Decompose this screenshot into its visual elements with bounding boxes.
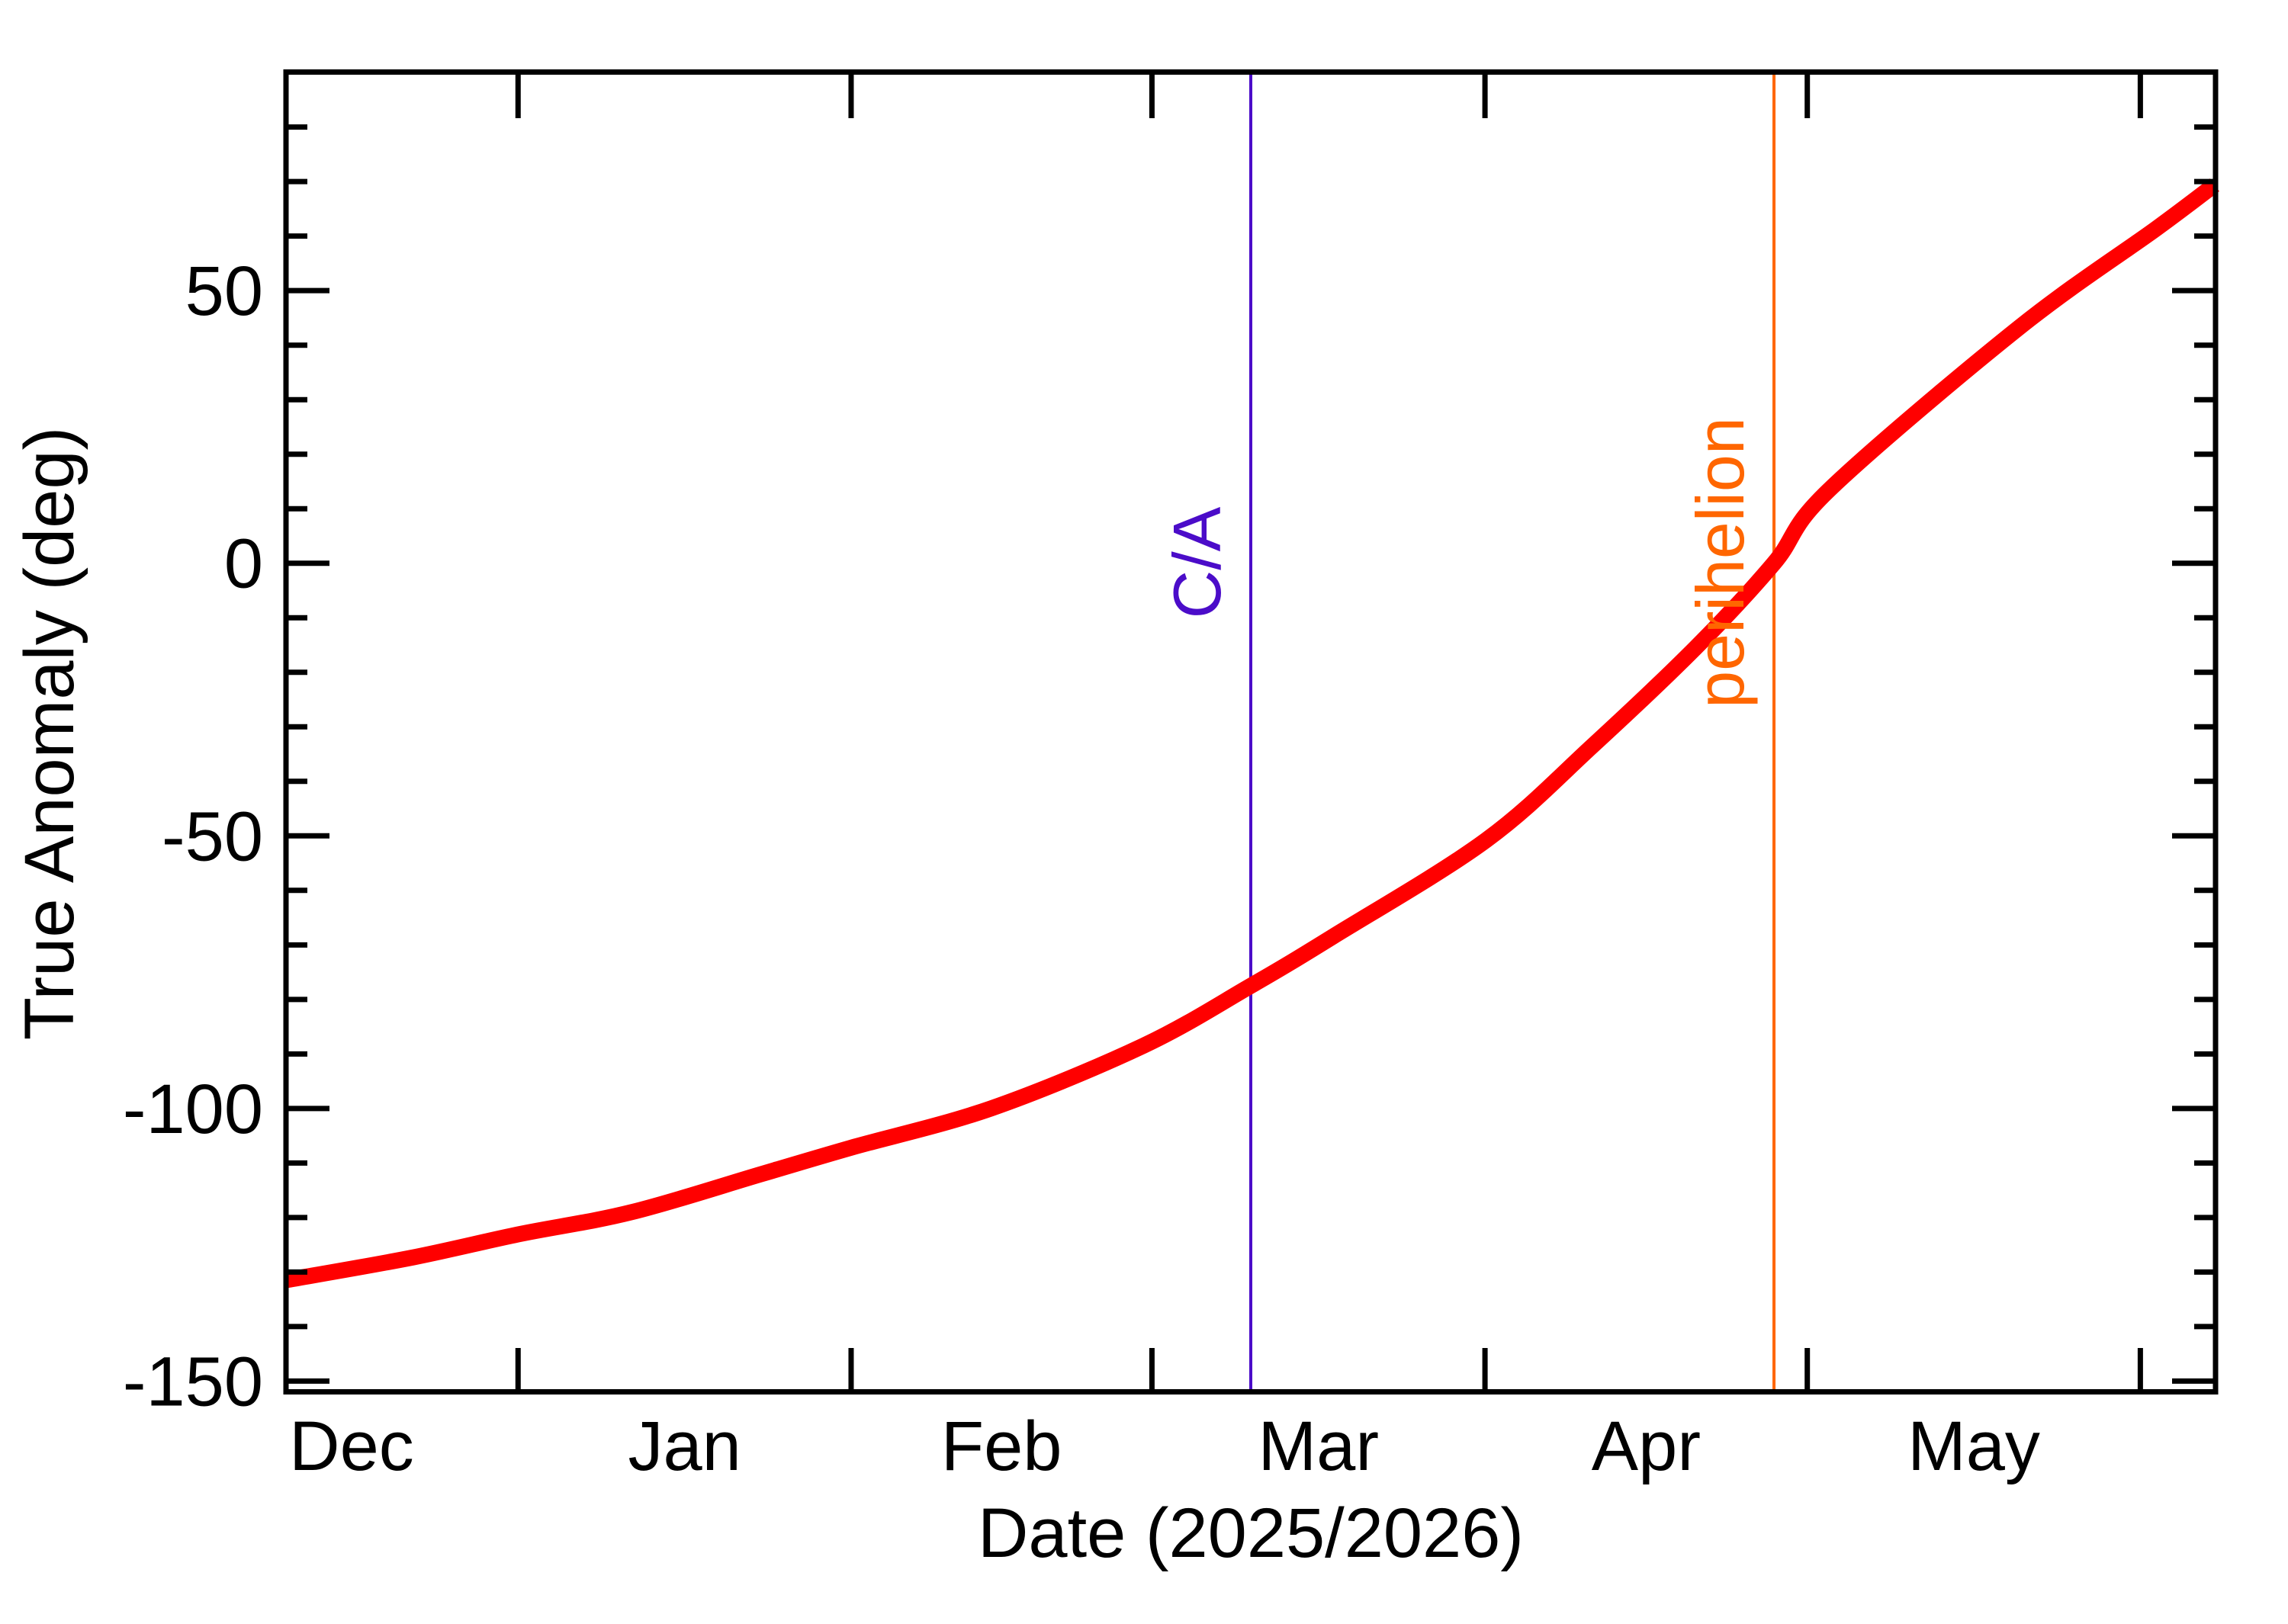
- axis-ticks: [286, 75, 2216, 1391]
- x-month-label: Mar: [1258, 1407, 1379, 1485]
- x-month-label: Feb: [941, 1407, 1062, 1485]
- x-month-label: Apr: [1592, 1407, 1701, 1485]
- generated-labels: 50 0 -50 -100 -150 Dec Jan Feb Mar Apr May C/A perih…: [123, 252, 2040, 1485]
- y-tick-label: -100: [123, 1070, 263, 1148]
- y-tick-label: -150: [123, 1343, 263, 1420]
- ca-label: C/A: [1159, 506, 1235, 618]
- plot-frame: [283, 69, 2219, 1395]
- x-month-label: May: [1907, 1407, 2040, 1485]
- true-anomaly-curve: [284, 178, 2219, 1289]
- y-tick-label: 50: [185, 252, 263, 330]
- x-month-label: Jan: [628, 1407, 741, 1485]
- y-tick-label: -50: [162, 798, 263, 875]
- annotation-lines: [1249, 75, 1776, 1391]
- y-axis-title: True Anomaly (deg): [11, 427, 88, 1041]
- x-axis-title: Date (2025/2026): [978, 1494, 1524, 1572]
- perihelion-label: perihelion: [1682, 417, 1758, 708]
- y-tick-label: 0: [224, 525, 263, 603]
- curve-layer: [284, 178, 2219, 1289]
- x-month-label: Dec: [289, 1407, 414, 1485]
